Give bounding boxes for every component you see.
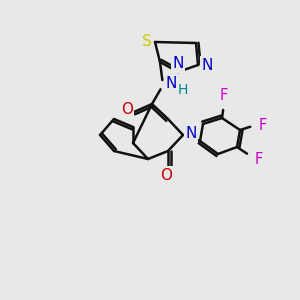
Text: N: N [165,76,177,92]
Text: F: F [259,118,267,133]
Text: O: O [121,103,133,118]
Text: H: H [178,83,188,97]
Text: N: N [185,127,197,142]
Text: O: O [160,167,172,182]
Text: S: S [142,34,152,50]
Text: N: N [172,56,184,71]
Text: F: F [220,88,228,104]
Text: F: F [255,152,263,166]
Text: N: N [201,58,213,73]
